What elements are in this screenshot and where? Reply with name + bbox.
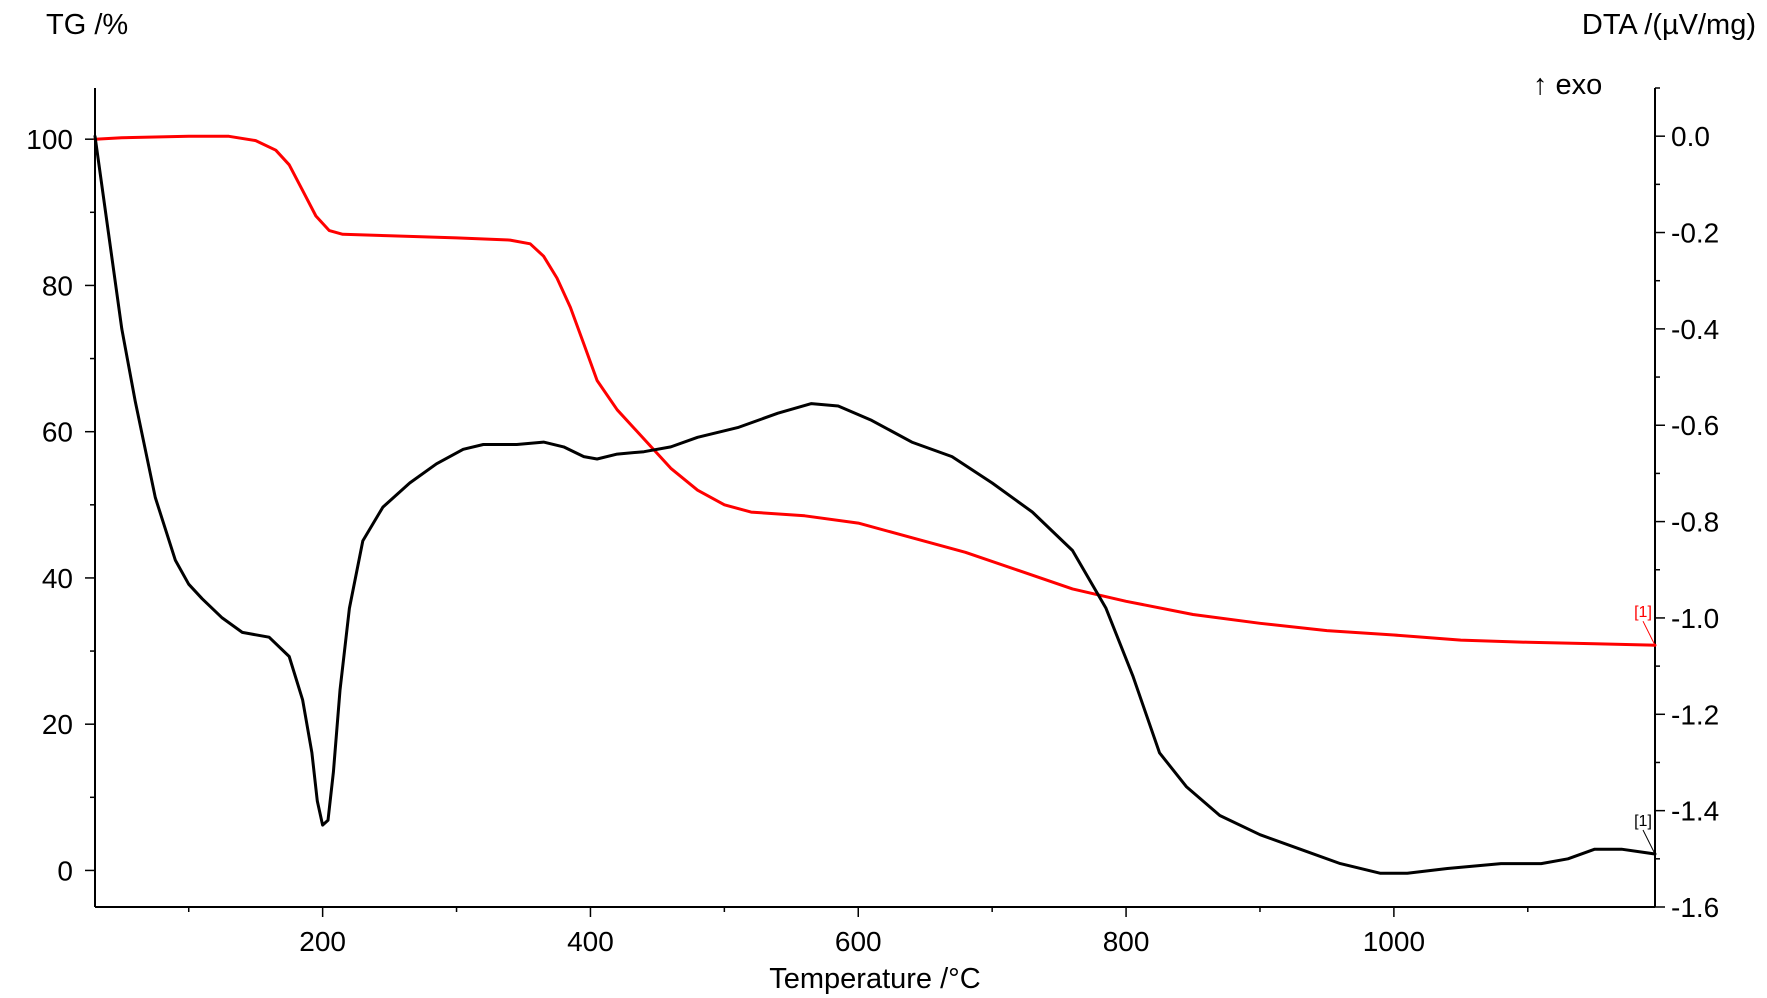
left-tick-label: 0	[57, 855, 73, 886]
x-axis-ticks: 200 400 600 800 1000	[187, 907, 1529, 957]
right-tick-label: -0.6	[1671, 410, 1719, 441]
dta-curve-end-label: [1]	[1634, 813, 1652, 830]
left-tick-label: 80	[42, 270, 73, 301]
right-tick-label: -1.2	[1671, 699, 1719, 730]
x-tick-label: 400	[567, 926, 614, 957]
right-tick-label: -1.0	[1671, 603, 1719, 634]
right-tick-label: -0.8	[1671, 507, 1719, 538]
right-tick-label: -0.4	[1671, 314, 1719, 345]
right-tick-label: 0.0	[1671, 121, 1710, 152]
left-tick-label: 20	[42, 709, 73, 740]
plot-frame	[94, 88, 1656, 908]
left-tick-label: 40	[42, 563, 73, 594]
x-axis-title: Temperature /°C	[769, 963, 980, 995]
left-tick-label: 100	[26, 124, 73, 155]
x-tick-label: 800	[1103, 926, 1150, 957]
left-axis-ticks: 0 20 40 60 80 100	[26, 124, 95, 886]
left-axis-title: TG /%	[46, 9, 128, 41]
right-axis-title: DTA /(µV/mg)	[1582, 9, 1756, 41]
tg-curve	[93, 134, 1657, 647]
x-tick-label: 200	[299, 926, 346, 957]
dta-curve-marker-leader	[1642, 829, 1656, 855]
exo-annotation: ↑ exo	[1533, 69, 1602, 101]
tg-curve-marker-leader	[1642, 620, 1656, 646]
series-layer: [1] [1]	[93, 134, 1657, 875]
right-tick-label: -0.2	[1671, 218, 1719, 249]
tg-curve-end-label: [1]	[1634, 604, 1652, 621]
x-tick-label: 600	[835, 926, 882, 957]
dta-curve	[93, 134, 1657, 875]
x-tick-label: 1000	[1363, 926, 1425, 957]
right-tick-label: -1.4	[1671, 796, 1719, 827]
right-tick-label: -1.6	[1671, 892, 1719, 923]
left-tick-label: 60	[42, 417, 73, 448]
right-axis-ticks: 0.0 -0.2 -0.4 -0.6 -0.8 -1.0 -1.2 -1.4 -1.6	[1655, 87, 1719, 923]
